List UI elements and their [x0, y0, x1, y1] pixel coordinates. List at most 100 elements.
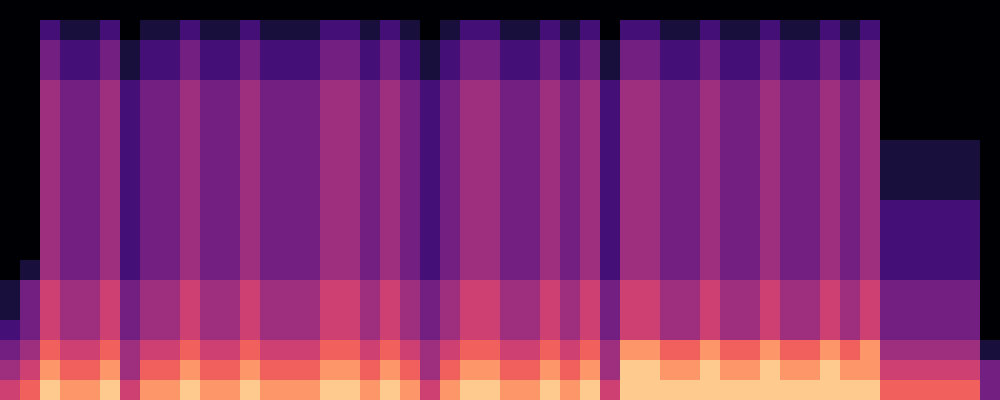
heatmap-cell: [440, 180, 461, 201]
heatmap-cell: [440, 300, 461, 321]
heatmap-cell: [300, 60, 321, 81]
heatmap-cell: [160, 380, 181, 400]
heatmap-cell: [740, 260, 761, 281]
heatmap-cell: [840, 20, 861, 41]
heatmap-cell: [800, 260, 821, 281]
heatmap-cell: [860, 60, 881, 81]
heatmap-cell: [60, 380, 81, 400]
heatmap-cell: [720, 80, 741, 101]
heatmap-cell: [620, 160, 641, 181]
heatmap-cell: [620, 220, 641, 241]
heatmap-cell: [620, 0, 641, 21]
heatmap-cell: [400, 360, 421, 381]
heatmap-cell: [920, 180, 941, 201]
heatmap-cell: [680, 20, 701, 41]
heatmap-cell: [260, 320, 281, 341]
heatmap-cell: [880, 60, 901, 81]
heatmap-cell: [280, 200, 301, 221]
heatmap-cell: [900, 20, 921, 41]
heatmap-cell: [280, 320, 301, 341]
heatmap-cell: [400, 20, 421, 41]
heatmap-cell: [100, 380, 121, 400]
heatmap-cell: [180, 360, 201, 381]
heatmap-cell: [260, 20, 281, 41]
heatmap-cell: [700, 240, 721, 261]
heatmap-cell: [320, 300, 341, 321]
heatmap-cell: [980, 320, 1000, 341]
heatmap-cell: [80, 300, 101, 321]
heatmap-cell: [760, 260, 781, 281]
heatmap-cell: [980, 280, 1000, 301]
heatmap-cell: [440, 120, 461, 141]
heatmap-cell: [520, 200, 541, 221]
heatmap-cell: [340, 180, 361, 201]
heatmap-cell: [540, 240, 561, 261]
heatmap-cell: [480, 340, 501, 361]
heatmap-cell: [320, 20, 341, 41]
heatmap-cell: [880, 240, 901, 261]
heatmap-cell: [860, 340, 881, 361]
heatmap-cell: [620, 200, 641, 221]
heatmap-cell: [400, 280, 421, 301]
heatmap-cell: [680, 200, 701, 221]
heatmap-cell: [440, 240, 461, 261]
heatmap-cell: [0, 0, 21, 21]
heatmap-cell: [280, 240, 301, 261]
heatmap-cell: [820, 80, 841, 101]
heatmap-cell: [640, 60, 661, 81]
heatmap-cell: [960, 40, 981, 61]
heatmap-cell: [140, 240, 161, 261]
heatmap-cell: [140, 40, 161, 61]
heatmap-cell: [200, 120, 221, 141]
heatmap-cell: [880, 260, 901, 281]
heatmap-cell: [160, 260, 181, 281]
heatmap-cell: [800, 0, 821, 21]
heatmap-cell: [380, 220, 401, 241]
heatmap-cell: [920, 280, 941, 301]
heatmap-cell: [920, 140, 941, 161]
heatmap-cell: [900, 340, 921, 361]
heatmap-cell: [140, 260, 161, 281]
heatmap-cell: [260, 300, 281, 321]
heatmap-cell: [260, 180, 281, 201]
heatmap-cell: [980, 160, 1000, 181]
heatmap-cell: [620, 40, 641, 61]
heatmap-cell: [760, 320, 781, 341]
heatmap-cell: [680, 80, 701, 101]
heatmap-cell: [520, 40, 541, 61]
heatmap-cell: [660, 320, 681, 341]
heatmap-cell: [280, 300, 301, 321]
heatmap-cell: [520, 140, 541, 161]
heatmap-cell: [740, 100, 761, 121]
heatmap-cell: [120, 280, 141, 301]
heatmap-cell: [420, 200, 441, 221]
heatmap-cell: [980, 220, 1000, 241]
heatmap-cell: [60, 80, 81, 101]
heatmap-cell: [360, 60, 381, 81]
heatmap-cell: [480, 80, 501, 101]
heatmap-cell: [860, 120, 881, 141]
heatmap-cell: [280, 60, 301, 81]
heatmap-cell: [160, 320, 181, 341]
heatmap-cell: [560, 180, 581, 201]
heatmap-cell: [60, 280, 81, 301]
heatmap-cell: [200, 280, 221, 301]
heatmap-cell: [320, 220, 341, 241]
heatmap-cell: [440, 320, 461, 341]
heatmap-cell: [200, 0, 221, 21]
heatmap-cell: [100, 80, 121, 101]
heatmap-cell: [820, 120, 841, 141]
heatmap-cell: [540, 80, 561, 101]
heatmap-cell: [380, 160, 401, 181]
heatmap-cell: [220, 280, 241, 301]
heatmap-cell: [680, 280, 701, 301]
heatmap-cell: [40, 40, 61, 61]
heatmap-cell: [460, 300, 481, 321]
heatmap-cell: [620, 260, 641, 281]
heatmap-cell: [660, 280, 681, 301]
heatmap-cell: [380, 260, 401, 281]
heatmap-cell: [20, 360, 41, 381]
heatmap-cell: [480, 180, 501, 201]
heatmap-cell: [360, 380, 381, 400]
heatmap-cell: [320, 360, 341, 381]
